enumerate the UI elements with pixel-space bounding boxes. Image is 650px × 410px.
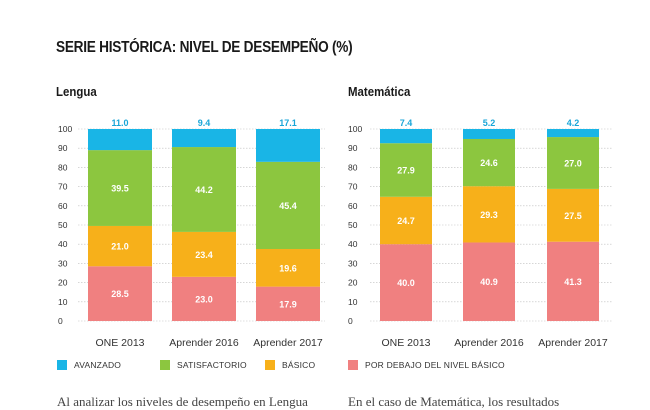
segment-value-label: 45.4: [279, 201, 297, 211]
y-tick-label: 90: [348, 143, 358, 153]
y-tick-label: 100: [348, 124, 362, 134]
segment-value-label: 29.3: [480, 210, 498, 220]
top-value-label: 9.4: [198, 118, 211, 128]
bar-avanzado: [172, 129, 236, 148]
legend-item-satisfactorio: SATISFACTORIO: [160, 360, 247, 370]
segment-value-label: 27.5: [564, 211, 582, 221]
top-value-label: 17.1: [279, 118, 297, 128]
segment-value-label: 24.6: [480, 158, 498, 168]
y-tick-label: 60: [58, 201, 68, 211]
bar-basico: [256, 249, 320, 287]
top-value-label: 11.0: [111, 118, 128, 128]
segment-value-label: 21.0: [111, 242, 129, 252]
body-text-left: Al analizar los niveles de desempeño en …: [57, 394, 308, 409]
segment-value-label: 27.0: [564, 158, 582, 168]
legend-label-avanzado: AVANZADO: [74, 360, 122, 370]
segment-value-label: 23.4: [195, 250, 213, 260]
legend-swatch-satisfactorio: [160, 360, 170, 370]
chart-title-matematica: Matemática: [348, 84, 411, 99]
y-tick-label: 80: [348, 162, 358, 172]
y-tick-label: 40: [58, 239, 68, 249]
legend-label-satisfactorio: SATISFACTORIO: [177, 360, 247, 370]
y-tick-label: 70: [348, 182, 358, 192]
legend-swatch-debajo: [348, 360, 358, 370]
top-value-label: 5.2: [483, 118, 496, 128]
y-tick-label: 40: [348, 239, 358, 249]
y-tick-label: 30: [58, 258, 68, 268]
segment-value-label: 40.0: [397, 278, 415, 288]
category-label: ONE 2013: [95, 337, 144, 349]
segment-value-label: 28.5: [111, 289, 129, 299]
bar-basico: [380, 196, 432, 245]
bar-satisfactorio: [547, 137, 599, 189]
bar-debajo: [88, 266, 152, 321]
legend-label-debajo: POR DEBAJO DEL NIVEL BÁSICO: [365, 360, 505, 370]
bar-basico: [172, 231, 236, 277]
category-label: Aprender 2016: [454, 337, 524, 349]
bar-satisfactorio: [380, 143, 432, 197]
segment-value-label: 17.9: [279, 299, 297, 309]
y-tick-label: 90: [58, 143, 68, 153]
y-tick-label: 80: [58, 162, 68, 172]
bar-satisfactorio: [88, 150, 152, 226]
y-tick-label: 10: [348, 297, 358, 307]
bar-debajo: [380, 244, 432, 321]
segment-value-label: 44.2: [195, 185, 213, 195]
bar-satisfactorio: [172, 147, 236, 232]
legend-item-basico: BÁSICO: [265, 360, 315, 370]
segment-value-label: 40.9: [480, 277, 498, 287]
chart-title-lengua: Lengua: [56, 84, 97, 99]
bar-basico: [88, 225, 152, 267]
bar-debajo: [256, 286, 320, 321]
bar-basico: [463, 186, 515, 243]
bar-avanzado: [547, 129, 599, 138]
category-label: Aprender 2017: [253, 337, 323, 349]
bar-avanzado: [256, 129, 320, 162]
y-tick-label: 50: [58, 220, 68, 230]
y-tick-label: 100: [58, 124, 72, 134]
top-value-label: 7.4: [400, 118, 413, 128]
segment-value-label: 23.0: [195, 294, 213, 304]
bar-avanzado: [88, 129, 152, 151]
bar-satisfactorio: [256, 161, 320, 249]
bar-satisfactorio: [463, 138, 515, 187]
bar-debajo: [463, 242, 515, 321]
segment-value-label: 19.6: [279, 263, 297, 273]
y-tick-label: 70: [58, 182, 68, 192]
bar-avanzado: [463, 129, 515, 139]
lengua-stacked-bar-chart: 100908070605040302010028.521.039.511.0ON…: [58, 118, 325, 349]
y-tick-label: 20: [58, 278, 68, 288]
top-value-label: 4.2: [567, 118, 580, 128]
segment-value-label: 41.3: [564, 277, 582, 287]
y-tick-label: 0: [58, 316, 63, 326]
y-tick-label: 50: [348, 220, 358, 230]
legend-item-debajo: POR DEBAJO DEL NIVEL BÁSICO: [348, 360, 505, 370]
legend-swatch-basico: [265, 360, 275, 370]
legend-swatch-avanzado: [57, 360, 67, 370]
y-tick-label: 0: [348, 316, 353, 326]
segment-value-label: 27.9: [397, 165, 415, 175]
page-title: SERIE HISTÓRICA: NIVEL DE DESEMPEÑO (%): [56, 39, 353, 56]
legend-item-avanzado: AVANZADO: [57, 360, 121, 370]
category-label: Aprender 2017: [538, 337, 608, 349]
bar-avanzado: [380, 129, 432, 144]
chart-legend: AVANZADO SATISFACTORIO BÁSICO POR DEBAJO…: [0, 360, 650, 376]
legend-label-basico: BÁSICO: [282, 360, 316, 370]
bar-debajo: [547, 241, 599, 321]
matematica-stacked-bar-chart: 100908070605040302010040.024.727.97.4ONE…: [348, 118, 612, 349]
y-tick-label: 30: [348, 258, 358, 268]
bar-basico: [547, 188, 599, 242]
body-text-right: En el caso de Matemática, los resultados: [348, 394, 560, 409]
y-tick-label: 60: [348, 201, 358, 211]
category-label: ONE 2013: [381, 337, 430, 349]
segment-value-label: 24.7: [397, 216, 415, 226]
segment-value-label: 39.5: [111, 184, 129, 194]
y-tick-label: 20: [348, 278, 358, 288]
category-label: Aprender 2016: [169, 337, 239, 349]
y-tick-label: 10: [58, 297, 68, 307]
bar-debajo: [172, 276, 236, 321]
